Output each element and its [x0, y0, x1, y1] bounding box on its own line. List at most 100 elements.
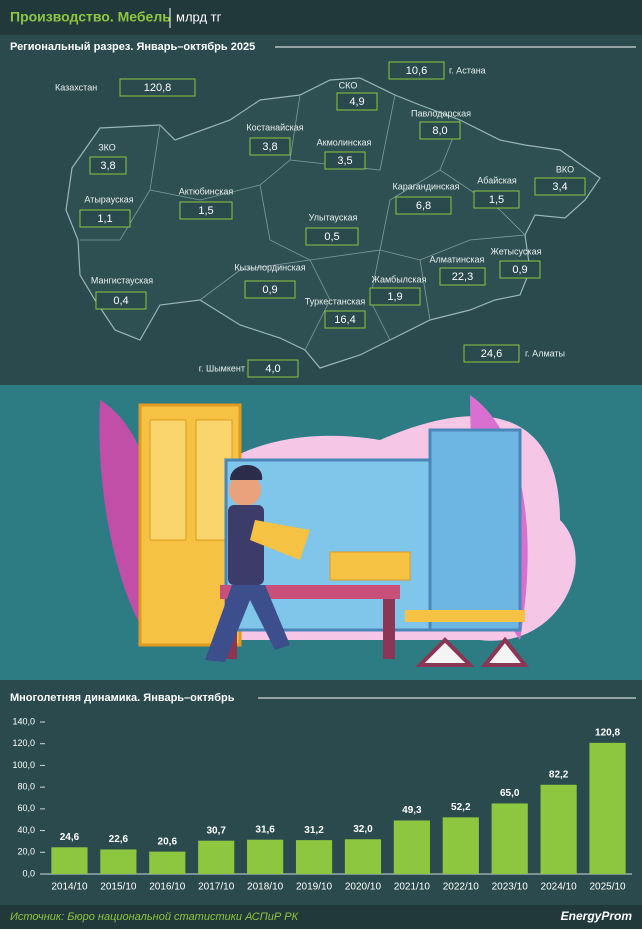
region-name: Алматинская	[430, 254, 485, 264]
region-value: 24,6	[481, 348, 502, 360]
chart-title: Многолетняя динамика. Январь–октябрь	[10, 692, 235, 704]
region-box	[388, 61, 445, 80]
value-label: 49,3	[402, 805, 422, 816]
y-tick-label: 0,0	[22, 868, 35, 878]
region-value: 1,1	[97, 213, 112, 225]
region-name: г. Шымкент	[199, 363, 245, 373]
map-title: Региональный разрез. Январь–октябрь 2025	[10, 41, 255, 53]
source: Источник: Бюро национальной статистики А…	[10, 911, 299, 923]
region-box	[395, 196, 452, 215]
region-value: 3,5	[337, 155, 352, 167]
bar	[198, 840, 235, 874]
bar	[295, 840, 333, 874]
region-value: 4,9	[349, 96, 364, 108]
x-tick-label: 2021/10	[394, 882, 431, 893]
region-value: 4,0	[265, 363, 280, 375]
region-value: 3,8	[262, 141, 277, 153]
map-borders	[80, 94, 526, 351]
region-box	[244, 280, 296, 299]
region-box	[534, 177, 586, 196]
bar	[344, 839, 382, 874]
region-name: Жамбылская	[372, 274, 427, 284]
value-label: 82,2	[549, 769, 569, 780]
region-value: 10,6	[406, 65, 427, 77]
bar	[442, 817, 479, 874]
header-unit: млрд тг	[176, 9, 222, 24]
region-value: 6,8	[416, 200, 431, 212]
region-name: Костанайская	[246, 122, 303, 132]
region-box	[119, 78, 196, 97]
logo: EnergyProm	[561, 909, 633, 923]
region-box	[95, 291, 147, 310]
illustration	[0, 385, 642, 680]
x-tick-label: 2015/10	[100, 882, 137, 893]
x-tick-label: 2022/10	[443, 882, 480, 893]
region-value: 22,3	[452, 271, 473, 283]
value-label: 32,0	[353, 824, 373, 835]
bar	[540, 784, 577, 874]
region-name: ЗКО	[98, 142, 116, 152]
region-box	[305, 227, 359, 246]
header-bar	[0, 0, 642, 35]
region-name: Жетысуская	[491, 246, 542, 256]
region-name: Павлодарская	[411, 108, 471, 118]
bar	[149, 851, 186, 874]
value-label: 22,6	[109, 834, 129, 845]
bar	[491, 803, 528, 874]
region-box	[439, 267, 486, 286]
region-box	[324, 151, 366, 170]
region-box	[89, 156, 127, 175]
x-tick-label: 2019/10	[296, 882, 333, 893]
x-tick-label: 2025/10	[589, 882, 626, 893]
region-name: г. Астана	[449, 65, 486, 75]
region-name: г. Алматы	[525, 348, 565, 358]
value-label: 65,0	[500, 788, 520, 799]
value-label: 31,2	[304, 825, 324, 836]
y-tick-label: 40,0	[17, 825, 35, 835]
region-name: Атырауская	[84, 194, 133, 204]
region-box	[473, 190, 520, 209]
region-box	[249, 137, 291, 156]
region-value: 1,9	[387, 291, 402, 303]
header-title: Производство. Мебель	[10, 9, 171, 25]
bar	[247, 839, 284, 874]
value-label: 52,2	[451, 802, 471, 813]
map-outline	[65, 77, 601, 369]
region-name: Карагандинская	[392, 181, 459, 191]
bar	[393, 820, 430, 874]
bar	[100, 849, 137, 874]
region-box	[79, 209, 131, 228]
x-tick-label: 2024/10	[541, 882, 578, 893]
y-tick-label: 20,0	[17, 847, 35, 857]
bar	[51, 847, 88, 874]
x-tick-label: 2020/10	[345, 882, 382, 893]
region-box	[463, 344, 520, 363]
region-name: Кызылординская	[234, 262, 305, 272]
footer-bar	[0, 905, 642, 929]
value-label: 120,8	[595, 727, 620, 738]
bar	[589, 742, 626, 874]
region-value: 0,4	[113, 295, 128, 307]
value-label: 24,6	[60, 832, 80, 843]
x-tick-label: 2016/10	[149, 882, 186, 893]
x-tick-label: 2017/10	[198, 882, 235, 893]
region-name: Актюбинская	[179, 186, 234, 196]
region-box	[419, 121, 461, 140]
x-tick-label: 2014/10	[51, 882, 88, 893]
region-value: 0,9	[512, 264, 527, 276]
region-box	[369, 287, 421, 306]
y-tick-label: 120,0	[12, 738, 35, 748]
value-label: 31,6	[255, 824, 275, 835]
region-name: Абайская	[477, 175, 517, 185]
map-labels: Казахстан 120,8 СКО 4,9 г. Астана 10,6 Павлода…	[55, 61, 586, 378]
x-tick-label: 2018/10	[247, 882, 284, 893]
region-value: 120,8	[144, 82, 172, 94]
region-value: 0,9	[262, 284, 277, 296]
x-tick-label: 2023/10	[492, 882, 529, 893]
region-name: Казахстан	[55, 82, 97, 92]
y-tick-label: 60,0	[17, 803, 35, 813]
region-value: 1,5	[198, 205, 213, 217]
region-name: Мангистауская	[91, 275, 153, 285]
region-value: 8,0	[432, 125, 447, 137]
region-name: Туркестанская	[305, 296, 366, 306]
